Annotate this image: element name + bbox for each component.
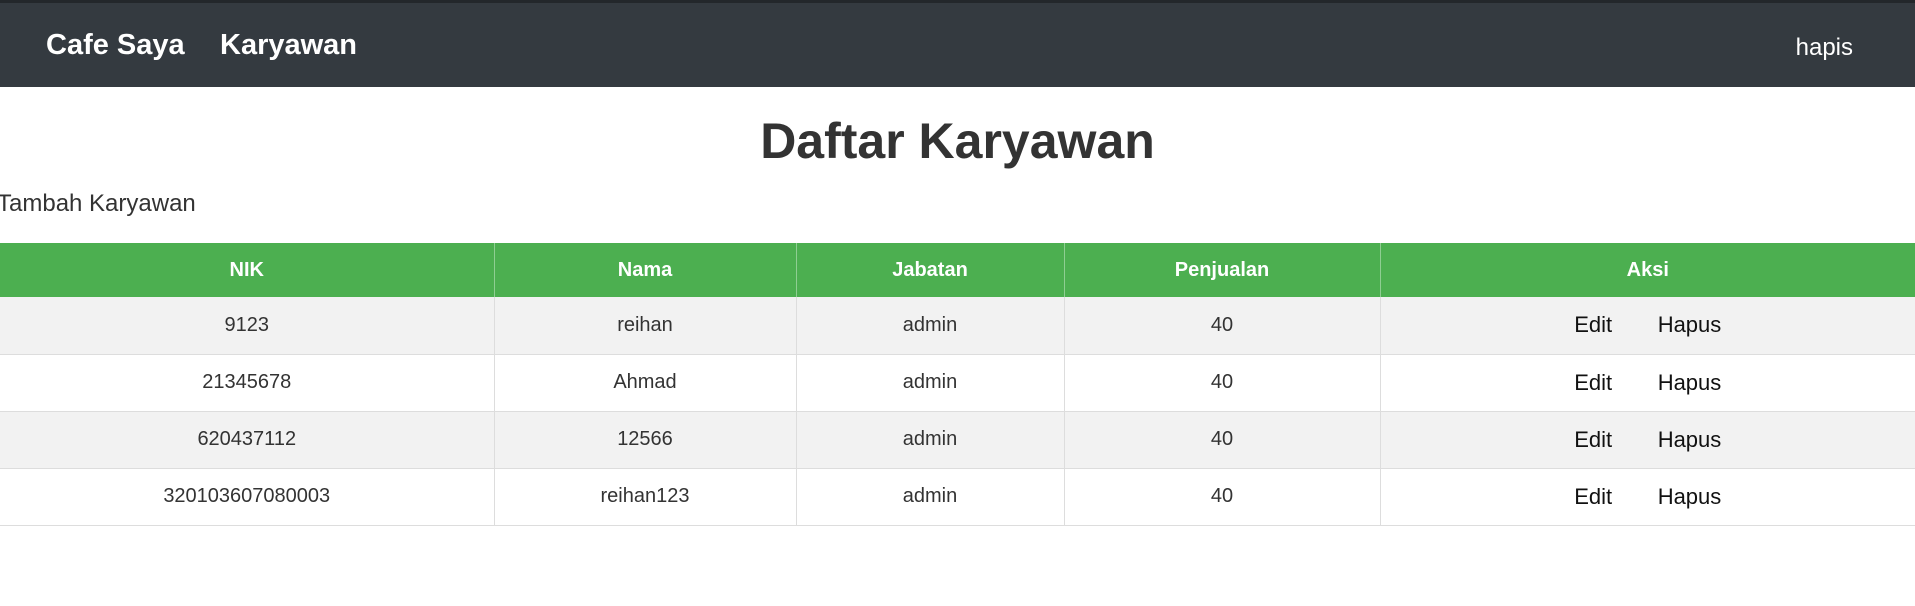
table-header-row: NIK Nama Jabatan Penjualan Aksi [0,243,1915,297]
table-row: 9123 reihan admin 40 Edit Hapus [0,297,1915,355]
cell-actions: Edit Hapus [1380,297,1915,355]
edit-link[interactable]: Edit [1574,426,1613,452]
nav-link-karyawan[interactable]: Karyawan [220,29,358,61]
delete-link[interactable]: Hapus [1657,426,1722,452]
delete-link[interactable]: Hapus [1657,483,1722,509]
cell-actions: Edit Hapus [1380,411,1915,469]
cell-nama: Ahmad [494,354,797,412]
delete-link[interactable]: Hapus [1657,312,1722,338]
table-row: 320103607080003 reihan123 admin 40 Edit … [0,468,1915,526]
employee-table: NIK Nama Jabatan Penjualan Aksi 9123 rei… [0,243,1915,526]
header-nik: NIK [0,243,495,297]
table-row: 620437112 12566 admin 40 Edit Hapus [0,411,1915,469]
delete-link[interactable]: Hapus [1657,369,1722,395]
cell-actions: Edit Hapus [1380,354,1915,412]
brand-link[interactable]: Cafe Saya [46,29,185,61]
cell-penjualan: 40 [1064,354,1381,412]
cell-penjualan: 40 [1064,297,1381,355]
add-employee-link[interactable]: Tambah Karyawan [0,190,196,217]
cell-nik: 620437112 [0,411,495,469]
page-title: Daftar Karyawan [760,113,1155,169]
edit-link[interactable]: Edit [1574,483,1613,509]
cell-penjualan: 40 [1064,468,1381,526]
cell-nama: reihan [494,297,797,355]
cell-penjualan: 40 [1064,411,1381,469]
cell-nik: 9123 [0,297,495,355]
header-nama: Nama [494,243,797,297]
cell-jabatan: admin [796,297,1065,355]
header-penjualan: Penjualan [1064,243,1381,297]
navbar: Cafe Saya Karyawan hapis [0,0,1915,87]
cell-jabatan: admin [796,468,1065,526]
cell-actions: Edit Hapus [1380,468,1915,526]
cell-jabatan: admin [796,411,1065,469]
user-name[interactable]: hapis [1795,34,1853,61]
cell-nik: 21345678 [0,354,495,412]
cell-nama: reihan123 [494,468,797,526]
cell-jabatan: admin [796,354,1065,412]
cell-nik: 320103607080003 [0,468,495,526]
edit-link[interactable]: Edit [1574,312,1613,338]
header-jabatan: Jabatan [796,243,1065,297]
cell-nama: 12566 [494,411,797,469]
edit-link[interactable]: Edit [1574,369,1613,395]
table-row: 21345678 Ahmad admin 40 Edit Hapus [0,354,1915,412]
header-aksi: Aksi [1380,243,1915,297]
